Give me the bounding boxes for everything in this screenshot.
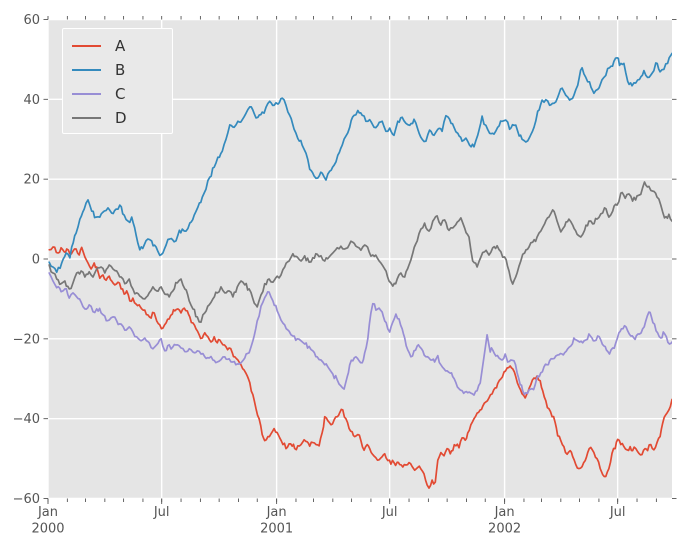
legend-item-c: C [72,82,172,106]
x-tick-label-year: 2002 [488,522,521,537]
legend-item-d: D [72,106,172,130]
y-tick-label: −60 [13,492,40,507]
series-line-C [48,272,672,396]
legend: A B C D [62,28,173,134]
y-tick-label: −40 [13,412,40,427]
legend-label-c: C [115,84,126,103]
legend-line-swatch-d [72,117,101,119]
x-tick-label-year: 2001 [260,522,293,537]
legend-label-d: D [115,108,127,127]
y-tick-label: 60 [23,13,40,28]
series-line-A [48,246,672,489]
x-tick-label-year: 2000 [31,522,64,537]
series-line-D [48,181,672,323]
legend-line-swatch-b [72,69,101,71]
y-tick-label: 20 [23,173,40,188]
x-tick-label: Jan [266,505,287,520]
legend-item-a: A [72,34,172,58]
y-tick-label: 40 [23,93,40,108]
legend-label-b: B [115,60,126,79]
series-line-B [48,52,672,274]
x-tick-label: Jan [37,505,58,520]
y-tick-label: 0 [32,253,40,268]
y-tick-label: −20 [13,332,40,347]
x-tick-label: Jul [381,505,398,520]
legend-line-swatch-c [72,93,101,95]
legend-label-a: A [115,36,126,55]
x-tick-label: Jan [494,505,515,520]
legend-item-b: B [72,58,172,82]
x-tick-label: Jul [609,505,626,520]
x-tick-label: Jul [153,505,170,520]
legend-line-swatch-a [72,45,101,47]
